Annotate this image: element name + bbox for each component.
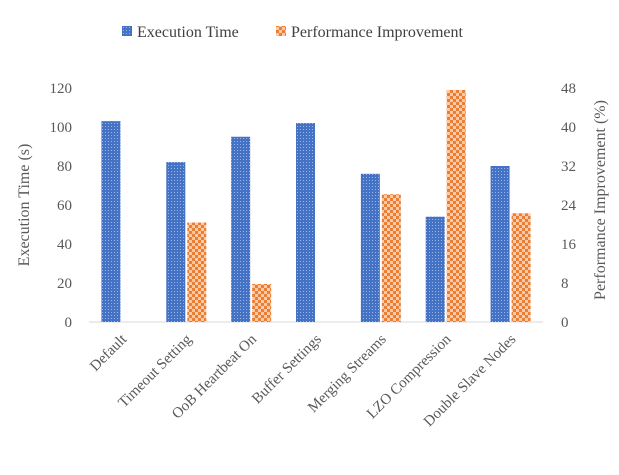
- bar-performance-improvement: [381, 194, 401, 322]
- y-tick-label: 60: [57, 198, 72, 214]
- y2-tick-label: 0: [561, 315, 569, 331]
- bars: [101, 89, 531, 323]
- y2-tick-label: 32: [561, 159, 576, 175]
- y-tick-label: 100: [50, 120, 73, 136]
- bar-execution-time: [231, 136, 251, 322]
- bar-execution-time: [360, 173, 380, 322]
- bar-performance-improvement: [252, 283, 272, 322]
- y-tick-label: 120: [50, 81, 73, 97]
- y-tick-label: 20: [57, 276, 72, 292]
- bar-execution-time: [425, 216, 445, 322]
- legend: Execution Time Performance Improvement: [122, 24, 463, 41]
- bar-execution-time: [490, 166, 510, 322]
- y2-tick-label: 48: [561, 81, 576, 97]
- x-tick-label: Default: [87, 331, 131, 375]
- bar-execution-time: [166, 162, 186, 322]
- y2-axis-title: Performance Improvement (%): [592, 100, 609, 300]
- legend-label-execution-time: Execution Time: [137, 24, 239, 41]
- legend-swatch-performance-improvement: [276, 26, 286, 36]
- y-tick-label: 0: [65, 315, 73, 331]
- bar-performance-improvement: [187, 222, 207, 322]
- y-axis-title: Execution Time (s): [16, 144, 33, 267]
- y2-axis-ticks: 0 8 16 24 32 40 48: [561, 81, 577, 331]
- y2-tick-label: 8: [561, 276, 569, 292]
- bar-performance-improvement: [446, 89, 466, 322]
- legend-label-performance-improvement: Performance Improvement: [291, 24, 463, 41]
- legend-swatch-execution-time: [122, 26, 132, 36]
- y-tick-label: 40: [57, 237, 72, 253]
- bar-execution-time: [296, 123, 315, 322]
- y2-tick-label: 40: [561, 120, 576, 136]
- y-axis-ticks: 0 20 40 60 80 100 120: [50, 81, 73, 331]
- bar-execution-time: [101, 121, 121, 323]
- y2-tick-label: 24: [561, 198, 577, 214]
- y2-tick-label: 16: [561, 237, 577, 253]
- y-tick-label: 80: [57, 159, 72, 175]
- bar-performance-improvement: [511, 213, 531, 322]
